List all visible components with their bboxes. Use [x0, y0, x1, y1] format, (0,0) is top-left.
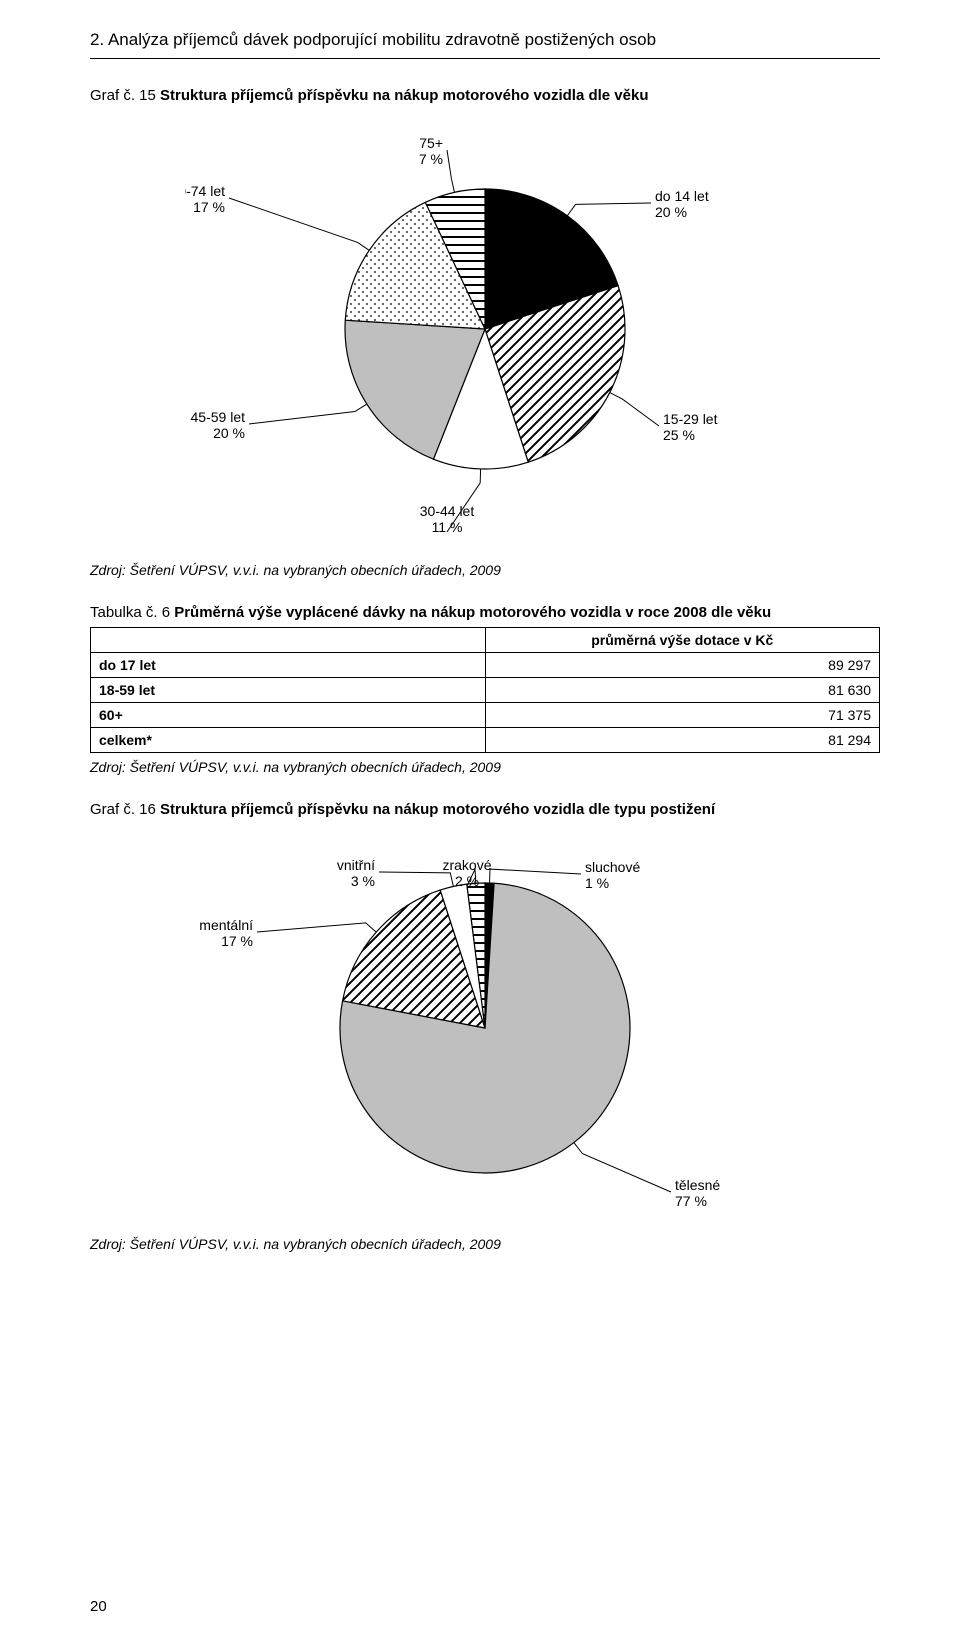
graf16-source: Zdroj: Šetření VÚPSV, v.v.i. na vybranýc… — [90, 1236, 880, 1252]
graf16-title-line: Graf č. 16 Struktura příjemců příspěvku … — [90, 801, 880, 818]
pie-leader-vnitrni — [379, 872, 453, 886]
table-row: celkem*81 294 — [91, 728, 880, 753]
page-number: 20 — [90, 1598, 107, 1615]
pie-leader-45-59 — [249, 404, 367, 424]
graf15-chart: do 14 let20 % 15-29 let25 % 30-44 let11 % 4… — [90, 114, 880, 554]
pie-label-telesne: tělesné77 % — [675, 1177, 720, 1209]
table6-row-value: 71 375 — [485, 703, 880, 728]
graf15-source: Zdroj: Šetření VÚPSV, v.v.i. na vybranýc… — [90, 562, 880, 578]
table6-row-value: 89 297 — [485, 653, 880, 678]
pie-leader-sluchove — [490, 869, 581, 883]
table6-prefix: Tabulka č. 6 — [90, 604, 174, 621]
graf15-prefix: Graf č. 15 — [90, 87, 160, 104]
table-row: 60+71 375 — [91, 703, 880, 728]
pie-label-30-44: 30-44 let11 % — [420, 503, 475, 535]
table6-row-label: 60+ — [91, 703, 486, 728]
table6: průměrná výše dotace v Kčdo 17 let89 297… — [90, 627, 880, 753]
table6-row-label: do 17 let — [91, 653, 486, 678]
table6-row-label: 18-59 let — [91, 678, 486, 703]
pie-leader-75+ — [447, 150, 454, 192]
graf15-pie: do 14 let20 % 15-29 let25 % 30-44 let11 % 4… — [185, 114, 785, 554]
pie-label-15-29: 15-29 let25 % — [663, 411, 718, 443]
section-title: 2. Analýza příjemců dávek podporující mo… — [90, 30, 880, 50]
table6-header: průměrná výše dotace v Kč — [485, 628, 880, 653]
graf16-prefix: Graf č. 16 — [90, 801, 160, 818]
pie-label-75+: 75+7 % — [419, 135, 443, 167]
graf16-chart: sluchové1 % tělesné77 % mentální17 % vnitřn… — [90, 828, 880, 1228]
pie-leader-15-29 — [610, 393, 659, 426]
pie-label-mentalni: mentální17 % — [199, 917, 253, 949]
pie-label-60-74: 60-74 let17 % — [185, 183, 225, 215]
pie-leader-telesne — [574, 1143, 671, 1192]
table6-source: Zdroj: Šetření VÚPSV, v.v.i. na vybranýc… — [90, 759, 880, 775]
pie-leader-mentalni — [257, 923, 376, 932]
pie-leader-60-74 — [229, 198, 369, 250]
table6-row-value: 81 630 — [485, 678, 880, 703]
table-row: do 17 let89 297 — [91, 653, 880, 678]
section-underline — [90, 58, 880, 59]
pie-label-45-59: 45-59 let20 % — [191, 409, 246, 441]
graf16-pie: sluchové1 % tělesné77 % mentální17 % vnitřn… — [185, 828, 785, 1228]
pie-label-vnitrni: vnitřní3 % — [337, 857, 375, 889]
table6-title-line: Tabulka č. 6 Průměrná výše vyplácené dáv… — [90, 604, 880, 621]
graf15-title: Struktura příjemců příspěvku na nákup mo… — [160, 87, 648, 104]
table6-title: Průměrná výše vyplácené dávky na nákup m… — [174, 604, 771, 621]
table6-row-value: 81 294 — [485, 728, 880, 753]
graf15-title-line: Graf č. 15 Struktura příjemců příspěvku … — [90, 87, 880, 104]
pie-label-sluchove: sluchové1 % — [585, 859, 640, 891]
pie-label-do14: do 14 let20 % — [655, 188, 709, 220]
pie-leader-do14 — [567, 203, 651, 216]
graf16-title: Struktura příjemců příspěvku na nákup mo… — [160, 801, 715, 818]
table6-row-label: celkem* — [91, 728, 486, 753]
table-row: 18-59 let81 630 — [91, 678, 880, 703]
